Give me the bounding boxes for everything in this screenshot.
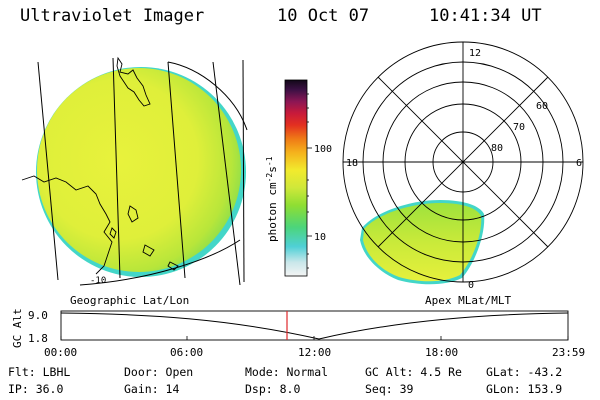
time-tick-3: 18:00 [425,346,459,359]
altitude-plot: GC Alt 9.0 1.8 [11,308,569,348]
time-tick-4: 23:59 [552,346,586,359]
date-label: 10 Oct 07 [277,6,370,26]
glat-info: GLat: -43.2 [486,365,563,379]
geo-meridians [37,57,248,286]
dsp-info: Dsp: 8.0 [245,382,301,396]
mlat-80-label: 80 [491,143,503,154]
door-info: Door: Open [124,365,194,379]
colorbar-unit: photon cm-2s-1 [265,156,279,242]
polar-grid [342,41,584,283]
mlt-18-label: 18 [346,158,358,169]
earth-disk [37,68,241,272]
colorbar-tick-10: 10 [314,232,326,243]
colorbar: 100 10 photon cm-2s-1 [265,79,332,277]
glon-info: GLon: 153.9 [486,382,563,396]
mlt-0-label: 0 [468,280,474,291]
colorbar-ticks [307,93,312,269]
mlat-70-label: 70 [513,122,525,133]
colorbar-tick-100: 100 [314,144,332,155]
altitude-x-ticks [60,336,569,340]
altitude-y-top: 9.0 [28,309,48,322]
time-tick-2: 12:00 [298,346,332,359]
polar-map: 12 18 6 0 60 70 80 [342,41,584,291]
polar-map-label: Apex MLat/MLT [425,294,512,307]
filter-info: Flt: LBHL [8,365,71,379]
time-tick-1: 06:00 [170,346,204,359]
mlat-60-label: 60 [536,101,548,112]
mode-info: Mode: Normal [245,365,329,379]
geo-coastline [21,56,179,275]
gain-info: Gain: 14 [124,382,180,396]
geographic-map: -10 [21,56,248,286]
seq-info: Seq: 39 [365,382,414,396]
time-label: 10:41:34 UT [429,6,542,26]
altitude-plot-frame [60,310,569,341]
altitude-axis-label: GC Alt [11,308,24,348]
instrument-title: Ultraviolet Imager [20,6,205,26]
altitude-curve [60,312,569,340]
ip-info: IP: 36.0 [8,382,64,396]
time-tick-0: 00:00 [44,346,78,359]
geo-lat-label: -10 [90,276,106,286]
geo-map-label: Geographic Lat/Lon [70,294,190,307]
mlt-12-label: 12 [469,48,481,59]
mlt-6-label: 6 [576,158,582,169]
gc-alt-info: GC Alt: 4.5 Re [365,365,462,379]
altitude-y-bottom: 1.8 [28,332,48,345]
colorbar-scale [284,79,308,277]
